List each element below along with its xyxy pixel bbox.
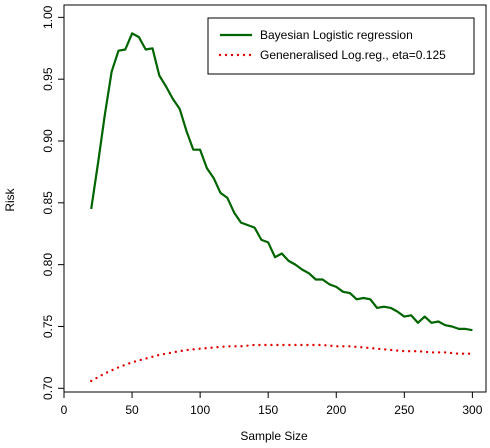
y-tick-label: 0.95 <box>41 67 55 91</box>
x-tick-label: 200 <box>326 403 346 417</box>
legend-box <box>207 17 475 75</box>
x-tick-label: 300 <box>462 403 482 417</box>
x-axis: 0 50 100 150 200 250 300 <box>61 392 483 417</box>
x-tick-label: 50 <box>125 403 139 417</box>
y-tick-label: 0.70 <box>41 376 55 400</box>
series-layer <box>89 32 474 383</box>
y-tick-label: 1.00 <box>41 5 55 29</box>
series-line-1 <box>90 32 473 332</box>
y-tick-label: 0.85 <box>41 191 55 215</box>
y-axis: 0.70 0.75 0.80 0.85 0.90 0.95 1.00 <box>41 5 64 400</box>
x-tick-label: 100 <box>190 403 210 417</box>
x-tick-label: 0 <box>61 403 68 417</box>
x-tick-label: 250 <box>394 403 414 417</box>
y-tick-label: 0.80 <box>41 253 55 277</box>
x-tick-label: 150 <box>258 403 278 417</box>
plot-frame <box>63 4 487 393</box>
y-tick-label: 0.75 <box>41 314 55 338</box>
plot-area <box>63 4 487 393</box>
y-tick-label: 0.90 <box>41 129 55 153</box>
x-axis-title: Sample Size <box>240 429 308 443</box>
legend-label: Geneneralised Log.reg., eta=0.125 <box>260 48 446 62</box>
legend: Bayesian Logistic regression Geneneralise… <box>207 17 475 75</box>
legend-label: Bayesian Logistic regression <box>260 28 413 42</box>
y-axis-title: Risk <box>3 187 17 211</box>
series-line-2 <box>89 343 474 383</box>
